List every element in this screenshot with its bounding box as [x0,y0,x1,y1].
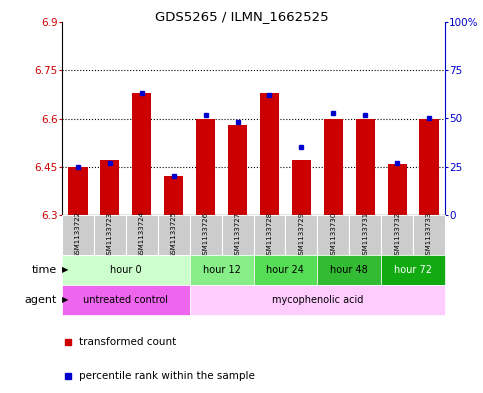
Text: GSM1133728: GSM1133728 [267,211,272,259]
Text: untreated control: untreated control [84,295,169,305]
Text: hour 72: hour 72 [394,265,432,275]
Text: mycophenolic acid: mycophenolic acid [271,295,363,305]
Bar [62,215,94,255]
Bar [228,125,247,215]
Bar [62,285,190,315]
Text: GDS5265 / ILMN_1662525: GDS5265 / ILMN_1662525 [155,10,328,23]
Text: hour 48: hour 48 [330,265,368,275]
Bar [69,167,87,215]
Bar [190,255,254,285]
Text: GSM1133725: GSM1133725 [170,211,177,259]
Text: hour 12: hour 12 [203,265,241,275]
Text: agent: agent [25,295,57,305]
Text: ▶: ▶ [61,266,68,274]
Text: percentile rank within the sample: percentile rank within the sample [79,371,255,381]
Bar [190,285,445,315]
Text: GSM1133727: GSM1133727 [235,211,241,259]
Bar [381,255,445,285]
Bar [413,215,445,255]
Bar [285,215,317,255]
Text: GSM1133722: GSM1133722 [75,211,81,259]
Text: GSM1133724: GSM1133724 [139,211,145,259]
Text: ▶: ▶ [61,296,68,305]
Text: hour 24: hour 24 [267,265,304,275]
Bar [158,215,190,255]
Bar [324,119,343,215]
Bar [132,93,151,215]
Bar [94,215,126,255]
Bar [317,215,349,255]
Text: GSM1133730: GSM1133730 [330,211,336,259]
Text: GSM1133726: GSM1133726 [203,211,209,259]
Bar [317,255,381,285]
Bar [254,215,285,255]
Bar [126,215,158,255]
Bar [419,119,439,215]
Text: transformed count: transformed count [79,337,176,347]
Bar [387,163,407,215]
Bar [381,215,413,255]
Text: GSM1133731: GSM1133731 [362,211,368,259]
Bar [100,160,119,215]
Bar [190,215,222,255]
Bar [164,176,183,215]
Text: GSM1133729: GSM1133729 [298,211,304,259]
Bar [196,119,215,215]
Bar [260,93,279,215]
Bar [222,215,254,255]
Text: GSM1133723: GSM1133723 [107,211,113,259]
Text: time: time [32,265,57,275]
Text: GSM1133732: GSM1133732 [394,211,400,259]
Bar [355,119,375,215]
Bar [62,255,190,285]
Text: GSM1133733: GSM1133733 [426,211,432,259]
Bar [292,160,311,215]
Bar [254,255,317,285]
Bar [349,215,381,255]
Text: hour 0: hour 0 [110,265,142,275]
